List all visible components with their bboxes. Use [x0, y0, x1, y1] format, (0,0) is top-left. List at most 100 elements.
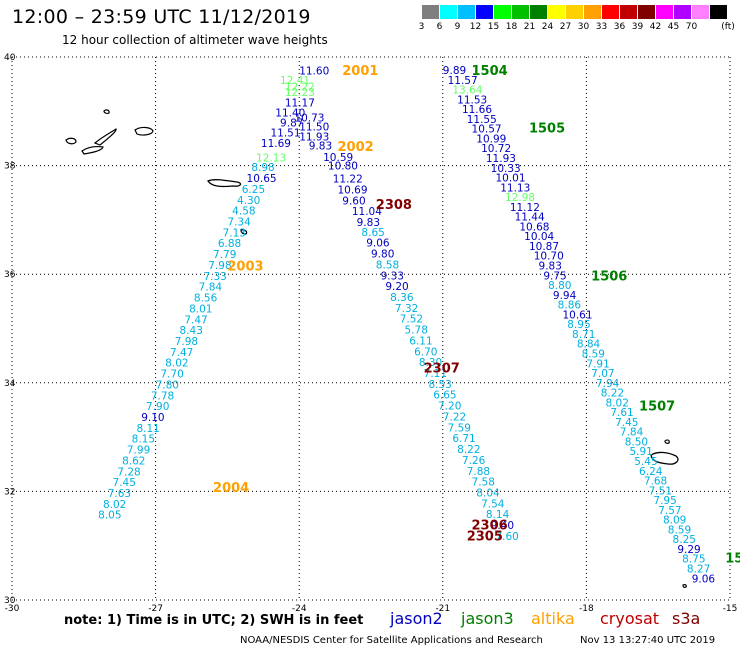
wave-height-value: 8.95 [567, 319, 590, 331]
legend-label: 15 [487, 22, 500, 32]
wave-height-value: 13.64 [452, 85, 482, 97]
wave-height-value: 11.12 [510, 202, 540, 214]
satellite-cryosat: cryosat [600, 609, 660, 628]
wave-height-value: 7.22 [443, 411, 466, 423]
wave-height-value: 9.20 [385, 281, 408, 293]
wave-height-value: 8.22 [457, 444, 480, 456]
legend-label: 3 [418, 22, 425, 32]
track-12: 5.915.456.247.687.517.957.578.098.598.25… [629, 400, 715, 586]
wave-height-value: 12.13 [256, 152, 286, 164]
wave-height-value: 7.60 [495, 531, 518, 543]
wave-height-value: 11.53 [457, 94, 487, 106]
track-7: 8.9810.656.254.304.587.347.136.887.797.9… [175, 162, 277, 348]
wave-height-value: 7.51 [649, 485, 672, 497]
lat-tick-label: 32 [4, 487, 15, 497]
wave-height-value: 11.50 [299, 122, 329, 134]
wave-height-value: 8.80 [548, 280, 571, 292]
legend-label: 21 [523, 22, 536, 32]
track-11: 8.809.948.8610.618.958.718.848.597.917.0… [548, 269, 648, 448]
wave-height-value: 7.58 [472, 477, 495, 489]
track-10: 10.9910.7211.9310.3310.0111.1312.9811.12… [476, 122, 566, 283]
wave-height-value: 10.99 [476, 133, 506, 145]
wave-height-value: 8.65 [361, 227, 384, 239]
wave-height-value: 7.95 [653, 495, 676, 507]
wave-height-value: 7.84 [199, 282, 223, 294]
wave-height-value: 7.11 [424, 368, 447, 380]
wave-height-value: 11.93 [486, 153, 516, 165]
legend-label: 36 [613, 22, 626, 32]
track-13: 15 [725, 552, 740, 567]
wave-height-value: 6.70 [414, 346, 437, 358]
wave-height-value: 9.89 [443, 65, 466, 77]
wave-height-value: 10.65 [247, 173, 277, 185]
wave-height-value: 6.11 [409, 335, 432, 347]
chart-title: 12:00 – 23:59 UTC 11/12/2019 [12, 6, 311, 28]
legend-swatch [710, 5, 727, 19]
wave-height-value: 8.36 [390, 292, 414, 304]
island-terceira [134, 126, 154, 136]
wave-height-value: 9.75 [543, 270, 566, 282]
pass-time-label: 1507 [639, 400, 675, 415]
wave-height-value: 8.02 [165, 358, 188, 370]
legend-swatch [566, 5, 583, 19]
wave-height-value: 7.28 [117, 466, 140, 478]
wave-height-value: 8.01 [189, 303, 212, 315]
wave-height-value: 10.04 [524, 231, 554, 243]
wave-height-value: 7.90 [146, 401, 169, 413]
legend-swatch [440, 5, 457, 19]
wave-height-value: 7.84 [620, 427, 644, 439]
wave-height-value: 8.15 [132, 434, 155, 446]
wave-height-value: 7.34 [227, 217, 251, 229]
wave-height-value: 8.75 [682, 554, 705, 566]
track-6: 2305 [467, 529, 503, 544]
axis-ticks: -30 -27 -24 -21 -18 -15 40 38 36 34 32 30 [4, 53, 737, 614]
wave-height-value: 7.33 [203, 271, 226, 283]
lat-tick-label: 38 [4, 162, 16, 172]
wave-height-value: 7.94 [596, 378, 620, 390]
wave-height-value: 4.58 [232, 206, 255, 218]
wave-height-value: 9.10 [141, 412, 164, 424]
wave-height-value: 8.43 [180, 325, 203, 337]
wave-height-value: 8.27 [687, 564, 710, 576]
wave-height-value: 7.47 [170, 347, 193, 359]
wave-height-value: 7.68 [644, 476, 667, 488]
wave-height-value: 8.59 [582, 348, 605, 360]
island-faial [65, 137, 77, 145]
legend-swatch [584, 5, 601, 19]
generation-timestamp: Nov 13 13:27:40 UTC 2019 [580, 635, 716, 646]
wave-height-value: 11.60 [299, 66, 329, 78]
wave-height-value: 10.69 [337, 184, 367, 196]
wave-height-value: 7.59 [448, 422, 471, 434]
wave-height-value: 8.30 [419, 357, 442, 369]
wave-height-value: 7.32 [395, 303, 418, 315]
wave-height-value: 7.52 [400, 314, 423, 326]
island-porto-santo [664, 439, 670, 444]
graticule [11, 56, 731, 601]
legend-swatch [638, 5, 655, 19]
legend-label: 9 [454, 22, 461, 32]
island-pico [81, 146, 104, 155]
legend-label: 45 [667, 22, 680, 32]
legend-swatch [656, 5, 673, 19]
wave-height-value: 7.79 [213, 249, 236, 261]
pass-time-label: 2306 [472, 519, 508, 534]
wave-height-value: 9.94 [553, 290, 577, 302]
track-1: 11.6012.4112.2212.2311.1711.4010.739.871… [256, 64, 378, 164]
wave-height-value: 11.55 [467, 114, 497, 126]
wave-height-value: 7.47 [184, 314, 207, 326]
wave-height-value: 8.98 [251, 162, 274, 174]
wave-height-value: 8.84 [577, 339, 601, 351]
legend-swatch [530, 5, 547, 19]
legend-label: 6 [436, 22, 443, 32]
track-3: 2308 [376, 198, 412, 213]
island-madeira [650, 451, 679, 465]
wave-height-value: 11.40 [275, 107, 305, 119]
legend-swatch [494, 5, 511, 19]
legend-label: 27 [559, 22, 572, 32]
wave-height-value: 7.20 [438, 401, 461, 413]
credit-line: NOAA/NESDIS Center for Satellite Applica… [240, 635, 543, 646]
wave-height-value: 5.45 [634, 456, 657, 468]
wave-height-value: 10.01 [495, 173, 525, 185]
wave-height-value: 8.02 [103, 499, 126, 511]
wave-height-value: 10.70 [534, 251, 564, 263]
